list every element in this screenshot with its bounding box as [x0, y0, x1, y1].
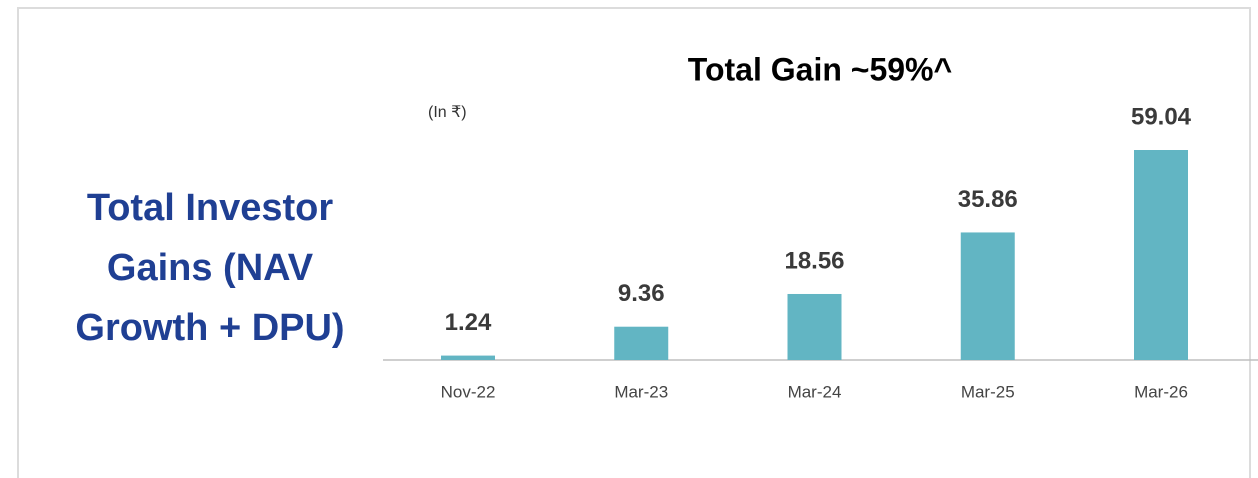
x-tick-label: Mar-23 [614, 382, 668, 401]
x-tick-label: Mar-25 [961, 382, 1015, 401]
x-tick-label: Nov-22 [441, 382, 496, 401]
bar [441, 355, 495, 360]
x-tick-label: Mar-24 [788, 382, 842, 401]
value-label: 9.36 [618, 280, 665, 307]
value-label: 1.24 [445, 309, 492, 336]
unit-label: (In ₹) [428, 104, 467, 121]
bar [787, 293, 842, 360]
chart-title: Total Gain ~59%^ [688, 51, 952, 87]
value-label: 18.56 [784, 247, 844, 274]
bar [614, 326, 669, 360]
value-label: 35.86 [958, 186, 1018, 213]
bar [1134, 150, 1188, 360]
bar [960, 232, 1015, 360]
value-label: 59.04 [1131, 103, 1192, 130]
x-tick-label: Mar-26 [1134, 382, 1188, 401]
heading: Total Investor Gains (NAV Growth + DPU) [75, 187, 345, 349]
panel-border [17, 7, 1251, 478]
